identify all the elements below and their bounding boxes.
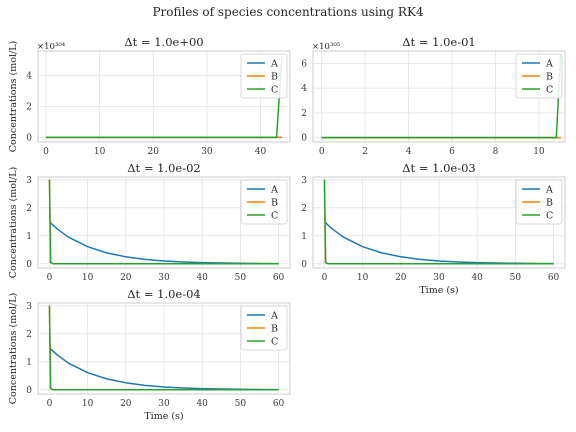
legend: ABC: [240, 53, 288, 99]
subplot-title: Δt = 1.0e-03: [402, 161, 476, 175]
legend-label-B: B: [271, 198, 278, 209]
x-tick-label: 40: [196, 273, 208, 283]
series-line-C: [48, 305, 279, 391]
x-tick-label: 6: [449, 147, 455, 157]
legend-label-B: B: [546, 72, 553, 83]
legend-label-C: C: [271, 211, 278, 222]
y-offset-label: ×10³⁰⁵: [312, 42, 341, 52]
x-tick-label: 10: [94, 147, 106, 157]
subplot-1: 0 10 20 30 40 0 2 4 Δt = 1.0e+00 ×10³⁰⁴ Concentrat…: [8, 35, 291, 157]
y-tick-label: 2: [26, 103, 32, 113]
y-offset-label: ×10³⁰⁴: [37, 42, 66, 52]
y-tick-label: 6: [301, 59, 307, 69]
figure-suptitle: Profiles of species concentrations using…: [152, 5, 423, 19]
x-tick-label: 30: [201, 147, 213, 157]
x-tick-label: 4: [406, 147, 412, 157]
legend-label-A: A: [545, 59, 553, 70]
legend-label-A: A: [270, 59, 278, 70]
x-tick-label: 0: [47, 273, 53, 283]
x-tick-label: 0: [319, 147, 325, 157]
series-line-C: [323, 179, 554, 265]
legend-label-A: A: [270, 185, 278, 196]
legend: ABC: [515, 179, 563, 225]
y-tick-label: 1: [301, 232, 307, 242]
y-axis-label: Concentrations (mol/L): [8, 293, 19, 404]
x-tick-label: 10: [357, 273, 369, 283]
y-tick-label: 3: [301, 176, 307, 186]
y-tick-label: 1: [26, 232, 32, 242]
y-tick-label: 0: [26, 260, 32, 270]
legend-label-C: C: [546, 211, 553, 222]
x-tick-label: 0: [43, 147, 49, 157]
legend: ABC: [515, 53, 563, 99]
y-tick-label: 4: [301, 84, 307, 94]
x-tick-label: 20: [120, 399, 132, 409]
legend-label-B: B: [271, 324, 278, 335]
subplot-title: Δt = 1.0e-02: [127, 161, 201, 175]
x-tick-label: 40: [196, 399, 208, 409]
x-tick-label: 50: [510, 273, 522, 283]
legend-label-C: C: [546, 85, 553, 96]
legend: ABC: [240, 305, 288, 351]
x-tick-label: 20: [148, 147, 160, 157]
x-tick-label: 10: [533, 147, 545, 157]
subplot-5: 0 10 20 30 40 50 60 0 1 2 3 Δt = 1.0e-04 Concentrati…: [8, 287, 291, 422]
x-tick-label: 0: [47, 399, 53, 409]
y-tick-label: 2: [301, 204, 307, 214]
legend-label-B: B: [271, 72, 278, 83]
subplot-4: 0 10 20 30 40 50 60 0 1 2 3 Δt = 1.0e-03 Time (s) ABC: [301, 161, 566, 296]
y-tick-label: 3: [26, 176, 32, 186]
x-tick-label: 0: [322, 273, 328, 283]
y-tick-label: 2: [301, 109, 307, 119]
y-tick-label: 1: [26, 358, 32, 368]
y-tick-label: 0: [26, 386, 32, 396]
x-tick-label: 60: [273, 273, 285, 283]
x-tick-label: 40: [255, 147, 267, 157]
legend-label-A: A: [270, 311, 278, 322]
x-tick-label: 30: [433, 273, 445, 283]
legend-label-B: B: [546, 198, 553, 209]
y-tick-label: 0: [26, 133, 32, 143]
x-tick-label: 60: [548, 273, 560, 283]
y-axis-label: Concentrations (mol/L): [8, 167, 19, 278]
x-axis-label: Time (s): [419, 285, 458, 296]
y-axis-label: Concentrations (mol/L): [8, 41, 19, 152]
subplot-title: Δt = 1.0e-01: [402, 35, 476, 49]
x-tick-label: 50: [235, 399, 247, 409]
y-tick-label: 0: [301, 260, 307, 270]
legend-label-C: C: [271, 85, 278, 96]
subplot-3: 0 10 20 30 40 50 60 0 1 2 3 Δt = 1.0e-02 Concentrati…: [8, 161, 291, 283]
x-tick-label: 8: [493, 147, 499, 157]
subplot-title: Δt = 1.0e-04: [127, 287, 201, 301]
legend: ABC: [240, 179, 288, 225]
subplot-title: Δt = 1.0e+00: [124, 35, 203, 49]
x-tick-label: 30: [158, 399, 170, 409]
y-tick-label: 0: [301, 134, 307, 144]
y-tick-label: 3: [26, 302, 32, 312]
y-tick-label: 2: [26, 330, 32, 340]
series-line-C: [48, 179, 279, 265]
legend-label-C: C: [271, 337, 278, 348]
x-tick-label: 10: [82, 399, 94, 409]
x-tick-label: 40: [471, 273, 483, 283]
x-tick-label: 50: [235, 273, 247, 283]
x-tick-label: 2: [362, 147, 368, 157]
x-axis-label: Time (s): [144, 411, 183, 422]
x-tick-label: 30: [158, 273, 170, 283]
x-tick-label: 20: [120, 273, 132, 283]
y-tick-label: 2: [26, 204, 32, 214]
x-tick-label: 20: [395, 273, 407, 283]
y-tick-label: 4: [26, 72, 32, 82]
x-tick-label: 10: [82, 273, 94, 283]
subplot-2: 0 2 4 6 8 10 0 2 4 6 Δt = 1.0e-01 ×10³⁰⁵ ABC: [301, 35, 566, 157]
x-tick-label: 60: [273, 399, 285, 409]
legend-label-A: A: [545, 185, 553, 196]
